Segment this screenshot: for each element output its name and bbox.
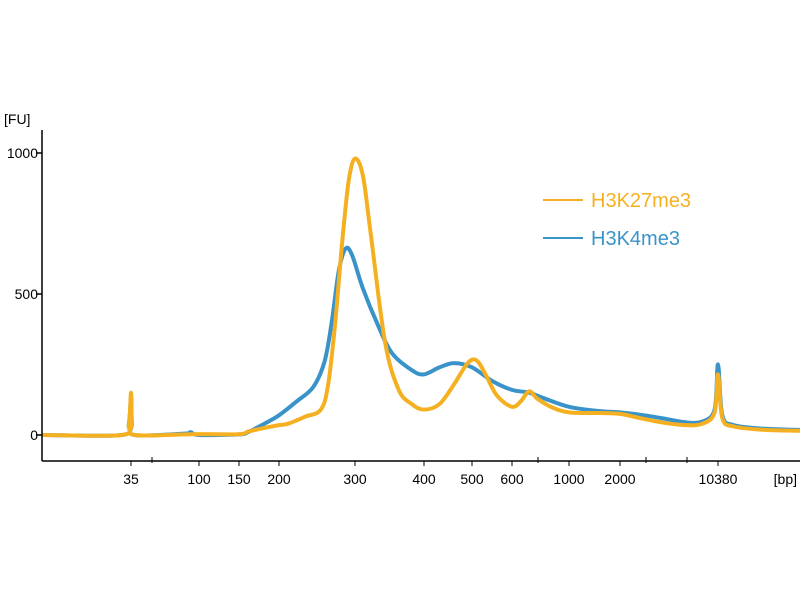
series-line-h3k27me3 bbox=[42, 156, 800, 438]
x-tick-label: 1000 bbox=[553, 471, 584, 487]
x-axis-label: [bp] bbox=[774, 471, 797, 487]
axes-layer: 0 500 1000 [FU] 35 100 150 200 300 400 500 600 1000 2… bbox=[4, 111, 800, 487]
series-layer bbox=[42, 156, 800, 438]
x-tick-label: 150 bbox=[227, 471, 251, 487]
x-tick-label: 200 bbox=[267, 471, 291, 487]
x-tick-label: 400 bbox=[412, 471, 436, 487]
x-tick-label: 600 bbox=[500, 471, 524, 487]
legend-label-h3k27me3: H3K27me3 bbox=[591, 190, 691, 212]
legend-label-h3k4me3: H3K4me3 bbox=[591, 228, 680, 250]
x-tick-label: 2000 bbox=[604, 471, 635, 487]
legend: H3K27me3 H3K4me3 bbox=[543, 190, 691, 250]
y-tick-label: 500 bbox=[15, 286, 39, 302]
y-axis-label: [FU] bbox=[4, 111, 30, 127]
x-tick-label: 500 bbox=[460, 471, 484, 487]
x-tick-label: 100 bbox=[187, 471, 211, 487]
x-tick-label: 35 bbox=[123, 471, 139, 487]
y-tick-label: 0 bbox=[30, 427, 38, 443]
x-tick-label: 10380 bbox=[699, 471, 738, 487]
x-tick-label: 300 bbox=[343, 471, 367, 487]
y-tick-label: 1000 bbox=[7, 145, 38, 161]
